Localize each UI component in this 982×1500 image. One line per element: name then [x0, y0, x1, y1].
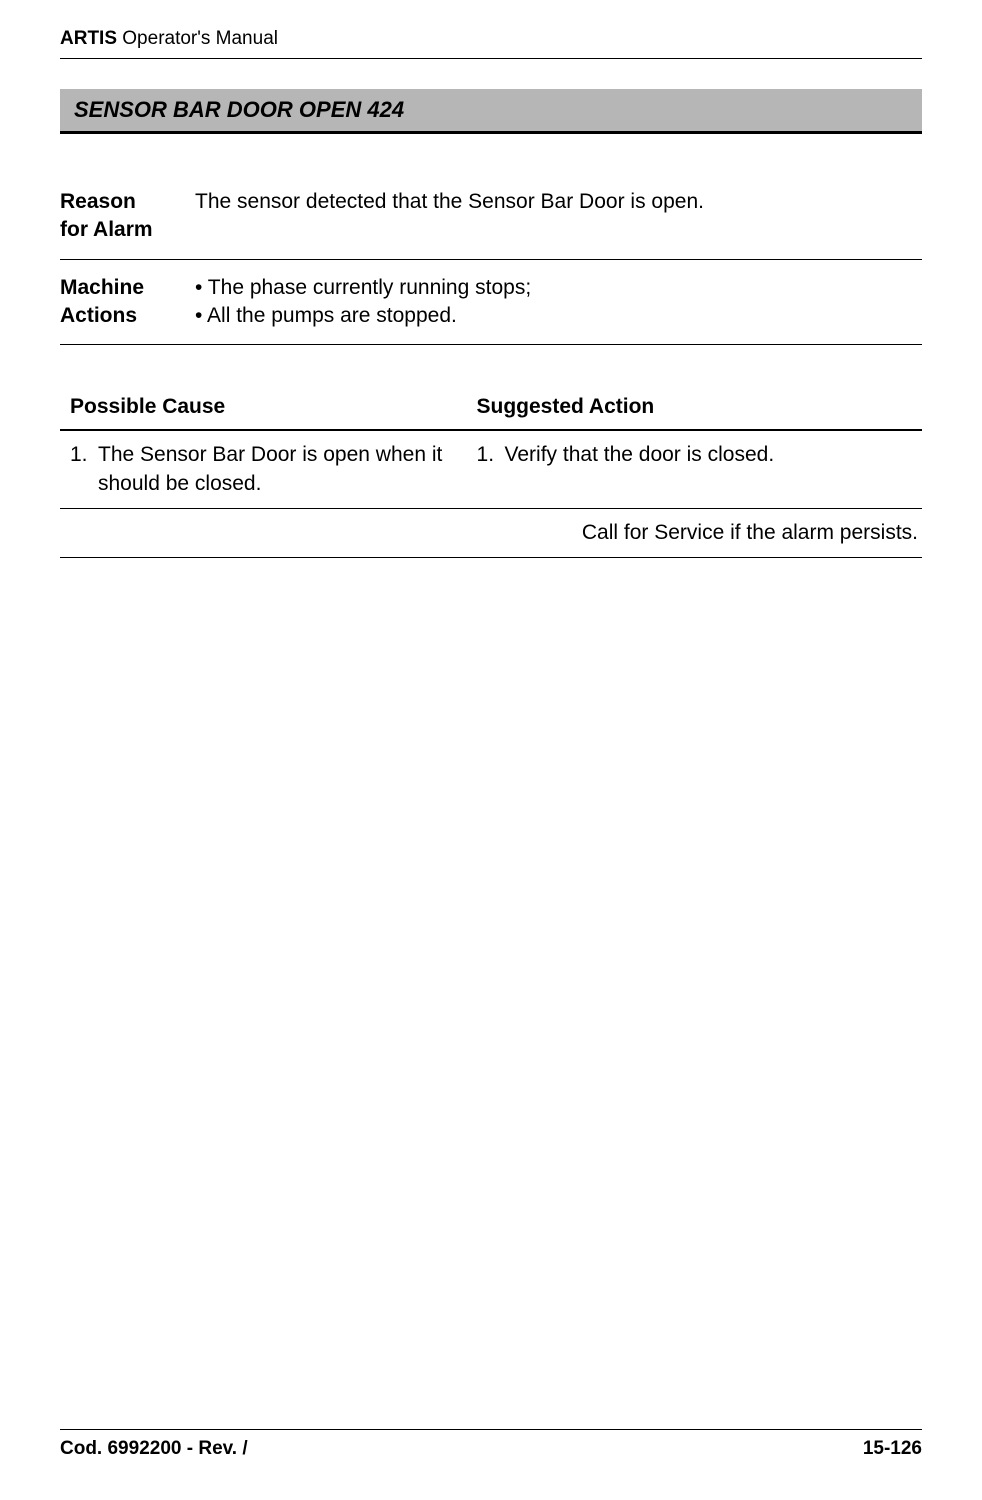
cause-1-num: 1. [70, 441, 98, 498]
reason-label-line1: Reason [60, 188, 185, 216]
product-name: ARTIS [60, 28, 117, 49]
cause-action-table: Possible Cause Suggested Action 1. The S… [60, 395, 922, 558]
running-header: ARTIS Operator's Manual [60, 28, 922, 59]
cause-row-1: 1. The Sensor Bar Door is open when it s… [60, 430, 922, 508]
actions-row: Machine Actions • The phase currently ru… [60, 259, 922, 345]
reason-text: The sensor detected that the Sensor Bar … [195, 174, 922, 259]
reason-row: Reason for Alarm The sensor detected tha… [60, 174, 922, 259]
suggested-action-header: Suggested Action [457, 395, 922, 430]
actions-label-line2: Actions [60, 302, 185, 330]
actions-bullet-2: • All the pumps are stopped. [195, 302, 922, 330]
action-1-num: 1. [477, 441, 505, 469]
actions-label-line1: Machine [60, 274, 185, 302]
actions-label: Machine Actions [60, 259, 195, 345]
possible-cause-header: Possible Cause [60, 395, 457, 430]
reason-label: Reason for Alarm [60, 174, 195, 259]
actions-text: • The phase currently running stops; • A… [195, 259, 922, 345]
cause-1-text: The Sensor Bar Door is open when it shou… [98, 441, 457, 498]
action-1-text: Verify that the door is closed. [505, 441, 922, 469]
alarm-title-banner: SENSOR BAR DOOR OPEN 424 [60, 89, 922, 134]
footer-page-number: 15-126 [863, 1438, 922, 1460]
cause-header-row: Possible Cause Suggested Action [60, 395, 922, 430]
page: ARTIS Operator's Manual SENSOR BAR DOOR … [0, 0, 982, 1500]
cause-cell-1: 1. The Sensor Bar Door is open when it s… [60, 430, 457, 508]
service-row: Call for Service if the alarm persists. [60, 509, 922, 558]
service-text: Call for Service if the alarm persists. [60, 509, 922, 558]
reason-label-line2: for Alarm [60, 216, 185, 244]
page-footer: Cod. 6992200 - Rev. / 15-126 [60, 1429, 922, 1460]
alarm-info-table: Reason for Alarm The sensor detected tha… [60, 174, 922, 345]
action-1: 1. Verify that the door is closed. [477, 441, 922, 469]
footer-code: Cod. 6992200 - Rev. / [60, 1438, 248, 1460]
cause-1: 1. The Sensor Bar Door is open when it s… [70, 441, 457, 498]
actions-bullet-1: • The phase currently running stops; [195, 274, 922, 302]
alarm-title: SENSOR BAR DOOR OPEN 424 [74, 97, 404, 122]
action-cell-1: 1. Verify that the door is closed. [457, 430, 922, 508]
doc-type: Operator's Manual [122, 28, 278, 49]
